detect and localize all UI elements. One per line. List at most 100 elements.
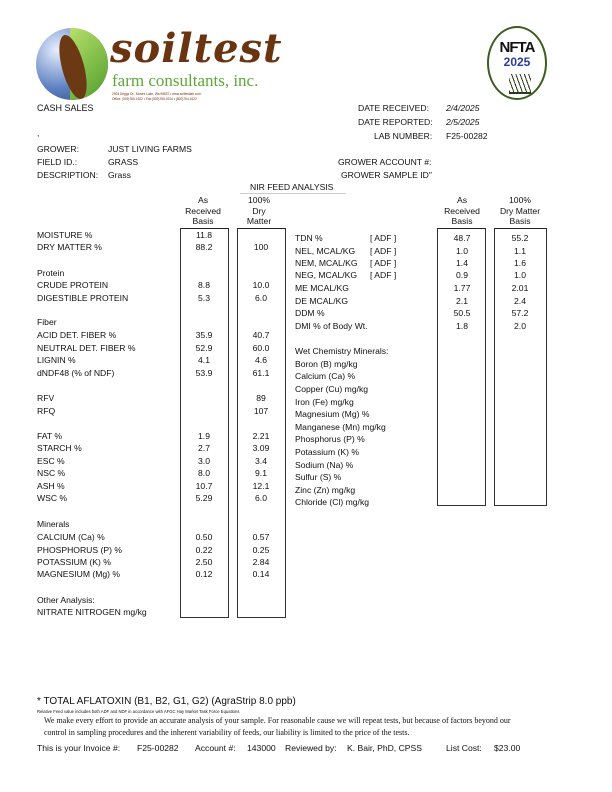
logo-globe-icon [36,28,108,100]
method-label: [ ADF ] [370,270,397,280]
blank-comma: , [37,128,40,138]
row-label: WSC % [37,493,68,503]
row-label: FAT % [37,431,62,441]
as-received-value: 2.50 [195,557,213,567]
row-label: Zinc (Zn) mg/kg [295,485,356,495]
row-label: Wet Chemistry Minerals: [295,346,389,356]
grower: JUST LIVING FARMS [108,144,192,154]
date-received: 2/4/2025 [446,103,480,113]
dry-matter-value: 2.01 [511,283,529,293]
grower-sample-label: GROWER SAMPLE ID" [341,170,432,180]
as-received-value: 35.9 [195,330,213,340]
date-reported: 2/5/2025 [446,117,480,127]
column-header-line: As [456,195,468,205]
as-received-value: 0.9 [456,270,468,280]
dry-matter-value: 2.4 [514,296,526,306]
row-label: NEL, MCAL/KG [295,246,356,256]
row-label: Manganese (Mn) mg/kg [295,422,386,432]
row-label: Copper (Cu) mg/kg [295,384,369,394]
row-label: DDM % [295,308,325,318]
dry-matter-value: 0.57 [252,532,270,542]
dry-matter-value: 6.0 [255,293,267,303]
reviewer: K. Bair, PhD, CPSS [347,743,422,753]
disclaimer-line-2: control in sampling procedures and the i… [44,728,410,737]
dry-matter-value: 40.7 [252,330,270,340]
dry-matter-value: 60.0 [252,343,270,353]
list-cost: $23.00 [494,743,521,753]
row-label: MAGNESIUM (Mg) % [37,569,121,579]
right-as-received-box [437,228,486,506]
as-received-value: 4.1 [198,355,210,365]
dry-matter-value: 57.2 [511,308,529,318]
row-label: DIGESTIBLE PROTEIN [37,293,129,303]
dry-matter-value: 55.2 [511,233,529,243]
dry-matter-value: 2.21 [252,431,270,441]
row-label: Chloride (Cl) mg/kg [295,497,370,507]
dry-matter-value: 2.84 [252,557,270,567]
as-received-value: 2.7 [198,443,210,453]
as-received-value: 2.1 [456,296,468,306]
account-type: CASH SALES [37,103,94,113]
reviewed-label: Reviewed by: [285,743,337,753]
row-label: Other Analysis: [37,595,95,605]
as-received-value: 88.2 [195,242,213,252]
as-received-value: 1.4 [456,258,468,268]
row-label: ME MCAL/KG [295,283,349,293]
row-label: NEG, MCAL/KG [295,270,358,280]
row-label: LIGNIN % [37,355,76,365]
dry-matter-value: 1.6 [514,258,526,268]
as-received-value: 5.3 [198,293,210,303]
grower-label: GROWER: [37,144,80,154]
row-label: Minerals [37,519,70,529]
as-received-value: 0.22 [195,545,213,555]
row-label: NSC % [37,468,66,478]
dry-matter-value: 12.1 [252,481,270,491]
row-label: Boron (B) mg/kg [295,359,358,369]
description: Grass [108,170,131,180]
row-label: RFV [37,393,55,403]
invoice-number: F25-00282 [137,743,179,753]
row-label: TDN % [295,233,323,243]
logo-wordmark: soiltest [110,25,283,72]
row-label: Calcium (Ca) % [295,371,356,381]
column-header-line: Matter [246,216,272,226]
row-label: Iron (Fe) mg/kg [295,397,354,407]
grower-account-label: GROWER ACCOUNT #: [338,157,432,167]
row-label: dNDF48 (% of NDF) [37,368,115,378]
grass-icon [509,74,531,94]
row-label: CRUDE PROTEIN [37,280,109,290]
seal-year: 2025 [503,55,531,69]
as-received-value: 1.77 [453,283,471,293]
row-label: NITRATE NITROGEN mg/kg [37,607,147,617]
seal-name: NFTA [499,39,536,56]
row-label: DRY MATTER % [37,242,102,252]
column-header-line: Basis [451,216,473,226]
as-received-value: 1.9 [198,431,210,441]
logo-subtitle: farm consultants, inc. [112,71,259,90]
invoice-label: This is your Invoice #: [37,743,121,753]
column-header-line: Dry Matter [499,205,541,216]
method-label: [ ADF ] [370,258,397,268]
as-received-value: 5.29 [195,493,213,503]
dry-matter-value: 61.1 [252,368,270,378]
dry-matter-value: 10.0 [252,280,270,290]
logo-address: 2925 Driggs Dr., Moses Lake, Wa 98837 • … [112,92,201,96]
dry-matter-value: 2.0 [514,321,526,331]
section-divider [240,193,346,194]
method-label: [ ADF ] [370,233,397,243]
row-label: Phosphorus (P) % [295,434,365,444]
as-received-value: 52.9 [195,343,213,353]
column-header-line: Received [444,205,480,216]
dry-matter-value: 9.1 [255,468,267,478]
date-reported-label: DATE REPORTED: [358,117,433,127]
dry-matter-value: 89 [256,393,266,403]
row-label: ESC % [37,456,65,466]
as-received-value: 50.5 [453,308,471,318]
lab-number: F25-00282 [446,131,488,141]
column-header-line: Basis [192,216,214,226]
as-received-value: 8.8 [198,280,210,290]
account-label: Account #: [195,743,236,753]
date-received-label: DATE RECEIVED: [358,103,429,113]
dry-matter-value: 4.6 [255,355,267,365]
